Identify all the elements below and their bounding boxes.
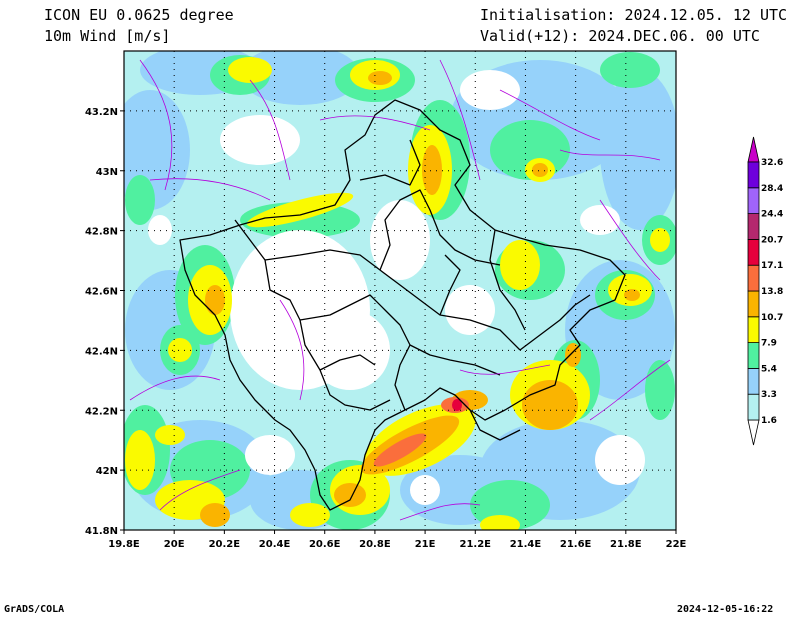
lon-tick-label: 21.4E bbox=[510, 539, 542, 550]
lat-tick-label: 42.4N bbox=[85, 346, 118, 357]
colorbar-level-label: 17.1 bbox=[761, 261, 783, 271]
colorbar-box bbox=[747, 187, 760, 215]
colorbar-level-label: 32.6 bbox=[761, 158, 783, 168]
model-title: ICON EU 0.0625 degree bbox=[44, 6, 234, 24]
lon-tick-label: 21.8E bbox=[610, 539, 642, 550]
colorbar-box bbox=[747, 367, 760, 395]
colorbar-box bbox=[747, 290, 760, 318]
colorbar-level-label: 13.8 bbox=[761, 287, 783, 297]
lat-tick-label: 42N bbox=[96, 466, 118, 477]
lon-tick-label: 20.8E bbox=[359, 539, 391, 550]
colorbar-level-label: 10.7 bbox=[761, 313, 783, 323]
valid-time: Valid(+12): 2024.DEC.06. 00 UTC bbox=[480, 27, 760, 45]
border-lines bbox=[179, 99, 626, 511]
lon-tick-label: 19.8E bbox=[108, 539, 140, 550]
colorbar: 1.6 3.3 5.4 7.9 10.7 13.8 17.1 20.7 24.4 28.4 32.6 bbox=[747, 136, 783, 446]
lat-tick-label: 43N bbox=[96, 167, 118, 178]
colorbar-box bbox=[747, 238, 760, 266]
colorbar-box bbox=[747, 316, 760, 343]
colorbar-box bbox=[747, 342, 760, 369]
colorbar-level-label: 24.4 bbox=[761, 210, 783, 220]
footer-timestamp: 2024-12-05-16:22 bbox=[677, 604, 774, 615]
lat-tick-label: 42.8N bbox=[85, 227, 118, 238]
lon-tick-label: 20.2E bbox=[209, 539, 241, 550]
colorbar-level-label: 1.6 bbox=[761, 416, 777, 426]
colorbar-level-label: 28.4 bbox=[761, 184, 783, 194]
colorbar-box bbox=[747, 264, 760, 292]
colorbar-level-label: 5.4 bbox=[761, 364, 777, 374]
colorbar-box bbox=[747, 161, 760, 189]
axis-ticks: 19.8E 20E 20.2E 20.4E 20.6E 20.8E 21E 21.2E 21.4… bbox=[85, 107, 687, 550]
colorbar-level-label: 3.3 bbox=[761, 390, 777, 400]
colorbar-box bbox=[747, 213, 760, 240]
lat-tick-label: 43.2N bbox=[85, 107, 118, 118]
lon-tick-label: 21.6E bbox=[560, 539, 592, 550]
lon-tick-label: 20E bbox=[164, 539, 185, 550]
colorbar-bottom-arrow bbox=[747, 419, 760, 446]
lat-lon-grid bbox=[124, 51, 676, 530]
lat-tick-label: 42.2N bbox=[85, 406, 118, 417]
lon-tick-label: 21.2E bbox=[460, 539, 492, 550]
colorbar-top-arrow bbox=[747, 136, 760, 163]
lat-tick-label: 41.8N bbox=[85, 526, 118, 537]
init-time: Initialisation: 2024.12.05. 12 UTC bbox=[480, 6, 788, 24]
lon-tick-label: 20.6E bbox=[309, 539, 341, 550]
footer-software: GrADS/COLA bbox=[4, 604, 65, 615]
lon-tick-label: 22E bbox=[666, 539, 687, 550]
variable-title: 10m Wind [m/s] bbox=[44, 27, 171, 45]
lon-tick-label: 20.4E bbox=[259, 539, 291, 550]
colorbar-level-label: 7.9 bbox=[761, 339, 777, 349]
lon-tick-label: 21E bbox=[415, 539, 436, 550]
colorbar-box bbox=[747, 393, 760, 421]
colorbar-level-label: 20.7 bbox=[761, 235, 783, 245]
wind-streamlines bbox=[129, 59, 671, 521]
lat-tick-label: 42.6N bbox=[85, 287, 118, 298]
